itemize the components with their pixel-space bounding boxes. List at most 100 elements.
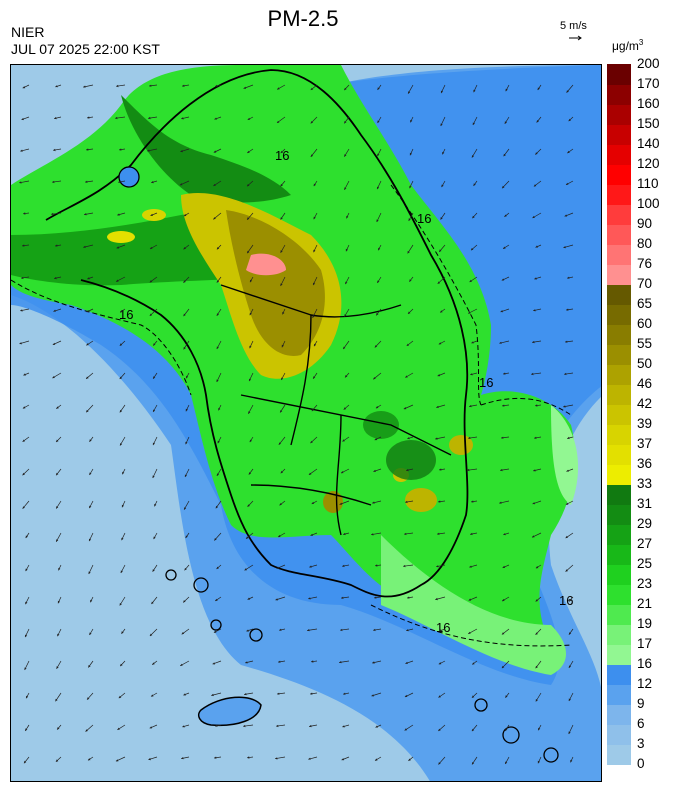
wind-arrow-head	[345, 248, 348, 252]
wind-arrow-head	[153, 343, 156, 346]
wind-arrow-head	[55, 85, 58, 88]
wind-arrow-head	[280, 410, 283, 413]
wind-arrow-head	[276, 724, 279, 728]
legend-swatch	[607, 324, 631, 345]
wind-arrow-head	[568, 731, 571, 734]
wind-arrow-head	[149, 84, 152, 87]
wind-arrow-head	[570, 759, 573, 763]
wind-arrow-head	[212, 662, 215, 665]
wind-arrow-head	[89, 632, 92, 635]
map-title: PM-2.5	[267, 6, 339, 31]
wind-arrow-head	[440, 217, 443, 220]
wind-arrow-head	[502, 598, 505, 602]
wind-arrow-head	[470, 532, 473, 536]
wind-arrow-head	[121, 537, 124, 541]
legend-tick-label: 140	[637, 136, 660, 151]
wind-arrow-head	[282, 311, 285, 315]
wind-scale-arrow-icon	[569, 35, 582, 41]
agency-label: NIER	[11, 24, 45, 40]
wind-arrow-head	[342, 725, 345, 728]
wind-arrow-head	[214, 756, 217, 759]
wind-arrow-head	[217, 440, 220, 444]
wind-arrow-head	[437, 374, 441, 377]
wind-arrow-head	[243, 86, 247, 89]
wind-arrow-head	[86, 376, 89, 379]
wind-arrow-head	[117, 213, 120, 216]
wind-arrow-head	[247, 150, 250, 153]
wind-arrow-head	[503, 246, 506, 249]
wind-arrow-head	[153, 376, 156, 379]
legend-tick-label: 21	[637, 596, 653, 611]
wind-scale-label: 5 m/s	[560, 20, 587, 32]
wind-arrow-head	[535, 404, 538, 407]
wind-arrow-head	[152, 475, 155, 478]
wind-arrow-head	[377, 280, 380, 283]
wind-arrow-head	[54, 276, 57, 280]
wind-arrow-head	[439, 468, 442, 471]
legend-tick-label: 39	[637, 416, 653, 431]
wind-arrow-head	[247, 250, 250, 254]
wind-arrow-head	[535, 566, 539, 569]
wind-arrow-head	[407, 596, 410, 599]
wind-arrow-head	[214, 538, 217, 541]
wind-arrow-head	[154, 503, 157, 507]
wind-arrow-head	[341, 471, 344, 474]
wind-arrow-head	[119, 148, 122, 151]
wind-arrow-head	[279, 628, 282, 631]
wind-arrow-head	[249, 345, 252, 349]
wind-arrow-head	[24, 760, 27, 764]
wind-arrow-head	[247, 117, 251, 120]
wind-arrow-head	[115, 116, 118, 120]
wind-arrow-head	[535, 245, 538, 248]
legend-swatch	[607, 604, 631, 625]
wind-arrow-head	[313, 249, 316, 253]
wind-arrow-head	[276, 566, 280, 569]
wind-arrow-head	[277, 87, 280, 90]
wind-arrow-head	[21, 276, 24, 280]
legend-tick-label: 42	[637, 396, 653, 411]
wind-arrow-head	[117, 727, 120, 730]
wind-arrow-head	[153, 409, 156, 412]
wind-arrow-head	[440, 123, 443, 126]
wind-arrow-head	[280, 283, 283, 286]
wind-arrow-head	[438, 500, 441, 503]
legend-tick-label: 36	[637, 456, 653, 471]
legend-swatch	[607, 404, 631, 425]
wind-arrow-head	[150, 246, 153, 249]
legend-tick-label: 50	[637, 356, 653, 371]
wind-arrow-head	[153, 536, 156, 540]
wind-arrow-head	[339, 502, 343, 505]
pm25-map[interactable]: 16 16 16 16 16 16	[10, 64, 602, 782]
contour-label: 16	[436, 620, 450, 635]
wind-arrow-head	[468, 436, 471, 440]
wind-arrow-head	[435, 437, 438, 440]
wind-arrow-head	[565, 569, 568, 572]
wind-arrow-head	[88, 665, 91, 668]
wind-arrow-head	[565, 340, 568, 343]
wind-arrow-head	[468, 598, 472, 601]
legend-tick-label: 60	[637, 316, 653, 331]
wind-arrow-head	[152, 569, 155, 572]
legend-tick-label: 19	[637, 616, 653, 631]
wind-arrow-head	[538, 727, 541, 731]
wind-arrow-head	[563, 246, 566, 249]
wind-arrow-head	[501, 665, 505, 669]
wind-arrow-head	[119, 409, 123, 413]
wind-arrow-head	[86, 310, 90, 313]
wind-arrow-head	[564, 214, 568, 217]
wind-arrow-head	[536, 120, 539, 123]
wind-arrow-head	[567, 436, 570, 440]
wind-arrow-head	[278, 534, 281, 537]
wind-arrow-head	[340, 628, 343, 632]
wind-arrow-head	[213, 217, 216, 220]
wind-arrow-head	[86, 409, 89, 413]
wind-arrow-head	[377, 120, 380, 123]
wind-arrow-head	[343, 346, 346, 350]
wind-arrow-head	[183, 693, 186, 696]
wind-arrow-head	[471, 695, 475, 698]
wind-arrow-head	[504, 214, 507, 217]
wind-arrow-head	[247, 597, 251, 600]
wind-arrow-head	[56, 472, 59, 476]
wind-arrow-head	[148, 757, 151, 761]
contour-label: 16	[479, 375, 493, 390]
